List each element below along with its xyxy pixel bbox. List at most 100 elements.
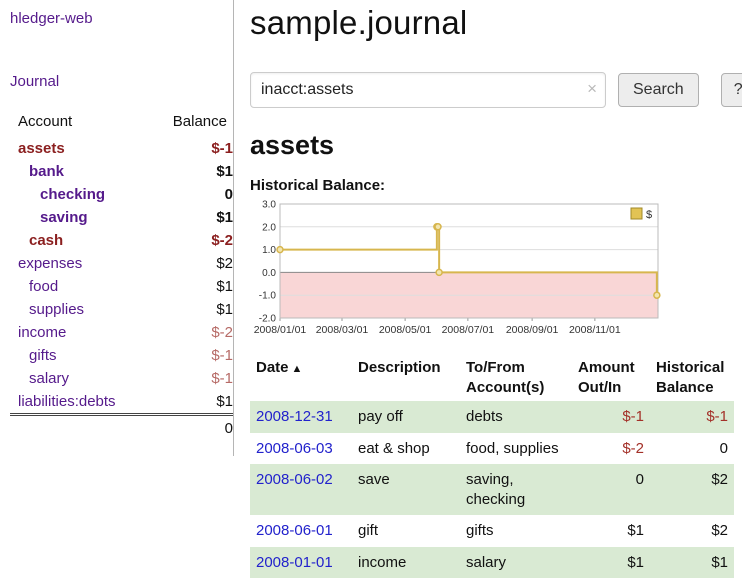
account-link[interactable]: assets <box>18 140 65 157</box>
transaction-accounts: food, supplies <box>466 439 559 457</box>
account-balance: $1 <box>216 393 233 410</box>
transaction-balance: $2 <box>711 522 728 539</box>
search-button[interactable]: Search <box>618 73 699 107</box>
account-link[interactable]: bank <box>29 163 65 180</box>
account-link[interactable]: food <box>29 278 59 295</box>
svg-text:2008/05/01: 2008/05/01 <box>379 324 432 336</box>
register-header-row: Date ▲ Description To/From Account(s) Amo… <box>250 354 734 401</box>
svg-text:2008/09/01: 2008/09/01 <box>506 324 559 336</box>
account-balance: $1 <box>216 209 233 226</box>
transaction-date-link[interactable]: 2008-06-03 <box>256 439 333 457</box>
transaction-description: eat & shop <box>358 439 430 457</box>
search-input[interactable] <box>250 72 606 108</box>
transaction-accounts: debts <box>460 401 572 433</box>
account-link[interactable]: gifts <box>29 347 57 364</box>
transaction-balance: $-1 <box>650 401 734 433</box>
transaction-date-link[interactable]: 2008-01-01 <box>256 553 333 571</box>
account-balance: $-1 <box>211 370 233 387</box>
data-point-marker <box>276 245 284 254</box>
account-balance: $1 <box>216 278 233 295</box>
accounts-table: Account Balance assets $-1 bank $1 checking 0… <box>10 110 233 440</box>
svg-text:-1.0: -1.0 <box>259 291 277 302</box>
data-point-marker <box>434 223 442 231</box>
transaction-amount: $1 <box>572 546 650 578</box>
transaction-accounts: saving, checking <box>460 464 572 515</box>
clear-search-icon[interactable]: × <box>587 79 597 98</box>
transaction-date-link[interactable]: 2008-12-31 <box>256 408 333 425</box>
chart-title: Historical Balance: <box>250 177 386 194</box>
account-balance: $-1 <box>211 347 233 364</box>
accounts-total-balance: 0 <box>145 413 233 440</box>
svg-text:-2.0: -2.0 <box>259 314 277 325</box>
svg-text:2008/03/01: 2008/03/01 <box>316 324 369 336</box>
account-row: checking 0 <box>10 183 233 206</box>
account-row: food $1 <box>10 275 233 298</box>
transaction-description: pay off <box>352 401 460 433</box>
accounts-body: assets $-1 bank $1 checking 0 saving $1 cash $-2 e… <box>10 137 233 415</box>
account-row: gifts $-1 <box>10 344 233 367</box>
account-balance: $1 <box>216 163 233 180</box>
account-link[interactable]: income <box>18 324 67 341</box>
account-link[interactable]: salary <box>29 370 70 387</box>
transaction-balance: $2 <box>650 464 734 515</box>
col-header-amount: Amount Out/In <box>578 359 635 396</box>
transaction-amount: 0 <box>572 464 650 515</box>
col-header-date[interactable]: Date ▲ <box>256 359 303 376</box>
search-box: × <box>250 72 606 108</box>
transactions-body: 2008-12-31 pay off debts $-1 $-1 2008-06-03 ea… <box>250 401 734 578</box>
col-header-accounts: To/From Account(s) <box>466 359 545 396</box>
legend-swatch <box>630 207 643 220</box>
transaction-balance: $1 <box>650 546 734 578</box>
account-link[interactable]: liabilities:debts <box>18 393 116 410</box>
account-link[interactable]: checking <box>40 186 106 203</box>
svg-text:2008/01/01: 2008/01/01 <box>254 324 307 336</box>
help-button[interactable]: ? <box>720 73 742 107</box>
account-row: cash $-2 <box>10 229 233 252</box>
svg-text:2008/07/01: 2008/07/01 <box>442 324 495 336</box>
data-point-marker <box>435 268 443 277</box>
account-link[interactable]: cash <box>29 232 64 249</box>
account-row: salary $-1 <box>10 367 233 390</box>
transaction-row: 2008-06-02 save saving, checking 0 $2 <box>250 464 734 515</box>
account-heading: assets <box>250 130 335 160</box>
account-balance: $-1 <box>211 140 233 157</box>
account-row: income $-2 <box>10 321 233 344</box>
account-row: bank $1 <box>10 160 233 183</box>
transaction-description: gift <box>358 522 379 539</box>
accounts-total-row: 0 <box>10 413 233 440</box>
transaction-description: income <box>352 546 460 578</box>
accounts-header-balance: Balance <box>172 113 227 130</box>
transaction-balance: 0 <box>719 439 728 457</box>
sort-ascending-icon: ▲ <box>291 363 303 375</box>
account-balance: $2 <box>216 255 233 272</box>
transaction-accounts: salary <box>460 546 572 578</box>
transaction-row: 2008-06-03 eat & shop food, supplies $-2 0 <box>250 433 734 465</box>
account-balance: $-2 <box>211 232 233 249</box>
account-balance: $1 <box>216 301 233 318</box>
sidebar: hledger-web Journal Account Balance asse… <box>0 0 234 456</box>
transaction-amount: $-1 <box>572 401 650 433</box>
account-link[interactable]: expenses <box>18 255 83 272</box>
app-title-link[interactable]: hledger-web <box>10 10 93 27</box>
page-title: sample.journal <box>250 4 468 41</box>
account-link[interactable]: supplies <box>29 301 85 318</box>
account-balance: $-2 <box>211 324 233 341</box>
transaction-date-link[interactable]: 2008-06-01 <box>256 522 333 539</box>
transaction-accounts: gifts <box>466 522 494 539</box>
svg-text:3.0: 3.0 <box>262 200 276 211</box>
transaction-amount: $1 <box>627 522 644 539</box>
account-link[interactable]: saving <box>40 209 88 226</box>
account-row: saving $1 <box>10 206 233 229</box>
transaction-row: 2008-06-01 gift gifts $1 $2 <box>250 515 734 547</box>
legend-label: $ <box>646 209 652 221</box>
transaction-row: 2008-01-01 income salary $1 $1 <box>250 546 734 578</box>
account-row: assets $-1 <box>10 137 233 160</box>
svg-text:2008/11/01: 2008/11/01 <box>569 324 621 336</box>
transaction-date-link[interactable]: 2008-06-02 <box>256 471 333 488</box>
sidebar-item-journal[interactable]: Journal <box>10 73 60 90</box>
svg-text:1.0: 1.0 <box>262 245 276 256</box>
transaction-amount: $-2 <box>622 439 644 457</box>
main-content: sample.journal × Search ? assets Histori… <box>234 0 742 578</box>
transaction-row: 2008-12-31 pay off debts $-1 $-1 <box>250 401 734 433</box>
